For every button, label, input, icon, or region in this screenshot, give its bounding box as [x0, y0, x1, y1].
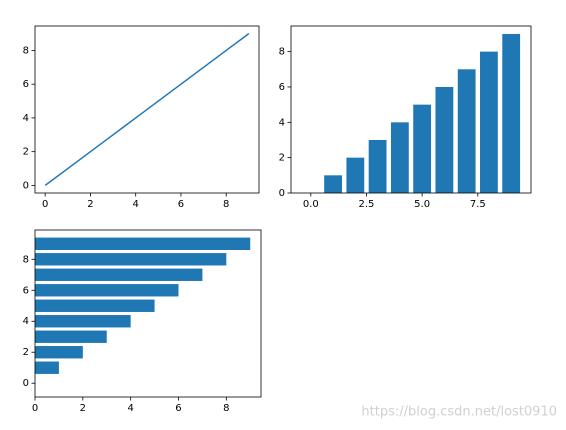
y-tick-label: 4: [279, 117, 285, 128]
bar: [35, 330, 107, 343]
bar: [502, 33, 521, 194]
axes-frame: [34, 229, 262, 398]
x-tick-label: 0: [32, 403, 38, 414]
y-tick-label: 6: [23, 79, 29, 90]
watermark: https://blog.csdn.net/lost0910: [361, 405, 557, 420]
x-tick-label: 6: [178, 199, 184, 210]
x-tick-label: 8: [223, 403, 229, 414]
x-tick-label: 4: [132, 199, 138, 210]
y-tick-label: 0: [23, 378, 29, 389]
y-tick-label: 6: [23, 285, 29, 296]
bar: [435, 86, 454, 193]
bar: [35, 253, 227, 266]
bar: [324, 175, 342, 193]
axes-frame: [290, 25, 532, 194]
y-tick-label: 0: [279, 188, 285, 199]
x-tick-label: 4: [127, 403, 133, 414]
y-tick-label: 6: [279, 82, 285, 93]
bar: [390, 122, 409, 193]
bar: [413, 104, 432, 193]
y-tick-label: 8: [279, 47, 285, 58]
x-tick-label: 2.5: [359, 199, 375, 210]
y-tick-label: 4: [23, 113, 29, 124]
x-tick-label: 0.0: [303, 199, 319, 210]
bar: [368, 139, 387, 193]
bar: [35, 346, 83, 359]
bar: [35, 237, 251, 250]
y-tick-label: 4: [23, 316, 29, 327]
bar: [35, 268, 203, 281]
line: [44, 32, 250, 187]
bar: [480, 51, 498, 193]
x-tick-label: 2: [80, 403, 86, 414]
y-tick-label: 2: [279, 153, 285, 164]
bar: [35, 315, 131, 328]
axes-frame: [34, 25, 260, 194]
x-tick-label: 6: [175, 403, 181, 414]
y-tick-label: 2: [23, 347, 29, 358]
y-tick-label: 0: [23, 180, 29, 191]
x-tick-label: 7.5: [470, 199, 486, 210]
y-tick-label: 2: [23, 147, 29, 158]
x-tick-label: 8: [223, 199, 229, 210]
x-tick-label: 0: [42, 199, 48, 210]
y-tick-label: 8: [23, 254, 29, 265]
x-tick-label: 2: [87, 199, 93, 210]
bar: [35, 299, 155, 312]
bar: [35, 361, 59, 374]
x-tick-label: 5.0: [414, 199, 430, 210]
bar: [35, 284, 179, 297]
bar: [346, 157, 365, 193]
y-tick-label: 8: [23, 45, 29, 56]
bar: [457, 69, 476, 193]
